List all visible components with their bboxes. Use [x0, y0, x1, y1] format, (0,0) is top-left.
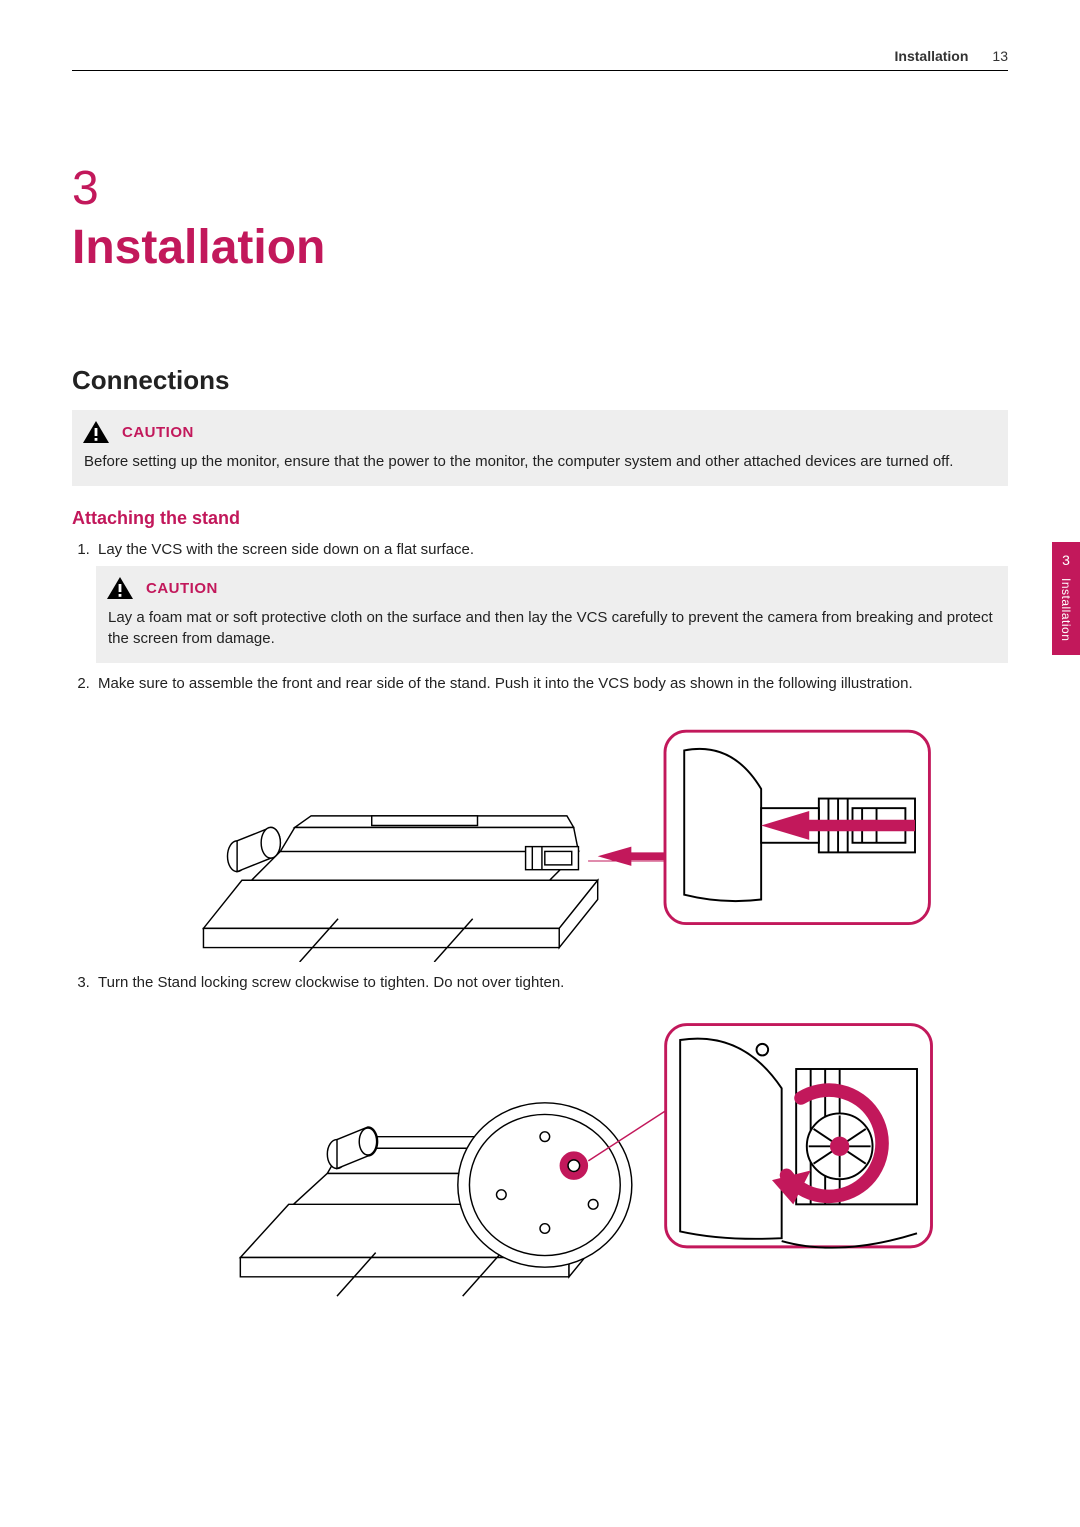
step-list-cont: Make sure to assemble the front and rear… [94, 673, 1008, 694]
running-header: Installation 13 [72, 48, 1008, 71]
step-3: Turn the Stand locking screw clockwise t… [94, 972, 1008, 993]
warning-icon [82, 420, 110, 444]
step-1: Lay the VCS with the screen side down on… [94, 539, 1008, 560]
header-section-name: Installation [895, 48, 969, 64]
caution-box-1: CAUTION Before setting up the monitor, e… [72, 410, 1008, 486]
chapter-number: 3 [72, 161, 1008, 216]
header-page-number: 13 [992, 48, 1008, 64]
caution-label: CAUTION [122, 424, 194, 441]
figure-1 [72, 712, 1008, 962]
figure-2 [72, 1011, 1008, 1301]
caution-head: CAUTION [106, 576, 996, 600]
caution-text: Lay a foam mat or soft protective cloth … [108, 608, 996, 649]
warning-icon [106, 576, 134, 600]
caution-label: CAUTION [146, 580, 218, 597]
section-heading: Connections [72, 365, 1008, 396]
step-list-cont2: Turn the Stand locking screw clockwise t… [94, 972, 1008, 993]
caution-box-2: CAUTION Lay a foam mat or soft protectiv… [96, 566, 1008, 663]
caution-head: CAUTION [82, 420, 996, 444]
subsection-heading: Attaching the stand [72, 508, 1008, 529]
page: Installation 13 3 Installation Connectio… [0, 0, 1080, 1347]
step-list: Lay the VCS with the screen side down on… [94, 539, 1008, 560]
caution-text: Before setting up the monitor, ensure th… [84, 452, 996, 472]
step-2: Make sure to assemble the front and rear… [94, 673, 1008, 694]
chapter-title: Installation [72, 220, 1008, 275]
